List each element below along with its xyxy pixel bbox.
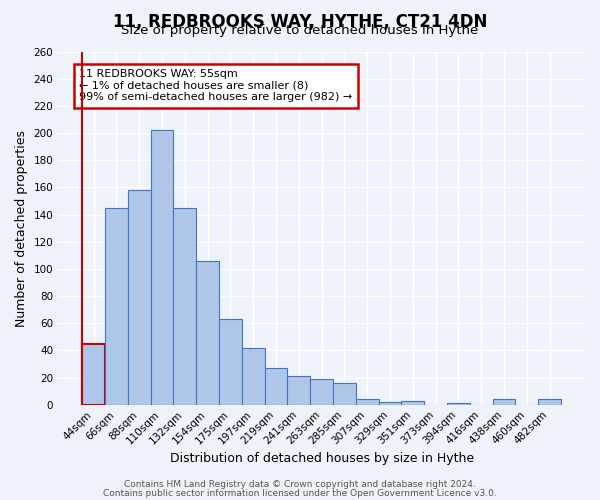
Bar xyxy=(196,260,219,404)
Bar xyxy=(128,190,151,404)
Bar xyxy=(493,400,515,404)
Text: Contains HM Land Registry data © Crown copyright and database right 2024.: Contains HM Land Registry data © Crown c… xyxy=(124,480,476,489)
Bar xyxy=(333,383,356,404)
Bar xyxy=(538,400,561,404)
Text: 11, REDBROOKS WAY, HYTHE, CT21 4DN: 11, REDBROOKS WAY, HYTHE, CT21 4DN xyxy=(113,12,487,30)
Bar xyxy=(310,379,333,404)
Bar xyxy=(379,402,401,404)
Bar xyxy=(82,344,105,404)
X-axis label: Distribution of detached houses by size in Hythe: Distribution of detached houses by size … xyxy=(170,452,473,465)
Bar xyxy=(105,208,128,404)
Y-axis label: Number of detached properties: Number of detached properties xyxy=(15,130,28,326)
Bar xyxy=(219,319,242,404)
Text: 11 REDBROOKS WAY: 55sqm
← 1% of detached houses are smaller (8)
99% of semi-deta: 11 REDBROOKS WAY: 55sqm ← 1% of detached… xyxy=(79,69,352,102)
Text: Contains public sector information licensed under the Open Government Licence v3: Contains public sector information licen… xyxy=(103,488,497,498)
Bar xyxy=(151,130,173,404)
Bar xyxy=(401,400,424,404)
Bar xyxy=(356,400,379,404)
Text: Size of property relative to detached houses in Hythe: Size of property relative to detached ho… xyxy=(121,24,479,37)
Bar xyxy=(287,376,310,404)
Bar xyxy=(173,208,196,404)
Bar xyxy=(265,368,287,405)
Bar xyxy=(242,348,265,405)
